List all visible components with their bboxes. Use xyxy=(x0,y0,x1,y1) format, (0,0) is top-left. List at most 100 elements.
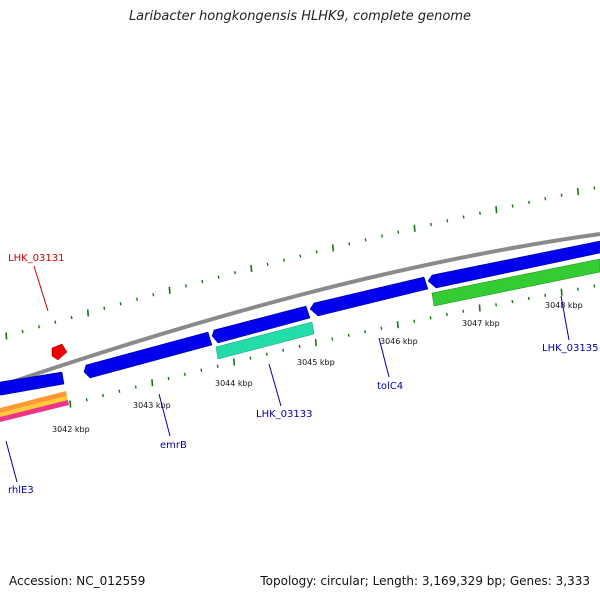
forward-gene-2[interactable] xyxy=(211,305,311,344)
inner-ring-tick xyxy=(200,368,203,372)
inner-ring-tick xyxy=(167,376,170,381)
inner-ring-tick xyxy=(118,389,121,393)
inner-ring-tick xyxy=(396,321,399,329)
leader-line-lhk-03135 xyxy=(560,295,570,341)
genome-backbone xyxy=(0,232,600,388)
genome-summary: Topology: circular; Length: 3,169,329 bp… xyxy=(260,574,590,588)
outer-ring-tick xyxy=(266,262,269,266)
outer-ring-tick xyxy=(430,222,432,227)
outer-ring-tick xyxy=(217,275,220,279)
outer-ring-tick xyxy=(86,309,90,317)
inner-ring-tick xyxy=(183,372,186,377)
leader-line-emrb xyxy=(158,393,171,437)
gene-band-rhle3-pink[interactable] xyxy=(0,400,69,422)
inner-ring-tick xyxy=(233,358,236,366)
outer-ring-tick xyxy=(70,315,73,320)
gene-label-lhk-03133[interactable]: LHK_03133 xyxy=(256,409,312,420)
inner-ring-tick xyxy=(85,398,88,402)
inner-ring-tick xyxy=(511,299,514,304)
leader-line-tolc4 xyxy=(378,337,390,378)
outer-ring-tick xyxy=(479,211,481,215)
outer-ring-tick xyxy=(201,279,204,284)
outer-ring-tick xyxy=(119,302,122,306)
outer-ring-tick xyxy=(331,244,335,252)
outer-ring-tick xyxy=(54,320,57,324)
inner-ring-tick xyxy=(331,337,334,341)
inner-ring-tick xyxy=(151,379,154,387)
kbp-label-3042: 3042 kbp xyxy=(52,425,90,434)
kbp-label-3044: 3044 kbp xyxy=(215,379,253,388)
forward-gene-1[interactable] xyxy=(0,371,65,396)
outer-ring-tick xyxy=(593,186,596,190)
forward-gene-emrb[interactable] xyxy=(83,331,213,379)
inner-ring-tick xyxy=(134,385,137,389)
kbp-label-3048: 3048 kbp xyxy=(545,301,583,310)
gene-label-tolc4[interactable]: tolC4 xyxy=(377,381,403,392)
gene-band-rhle3-yellow[interactable] xyxy=(0,396,68,417)
outer-ring-tick xyxy=(364,238,367,242)
inner-ring-tick xyxy=(314,339,317,347)
inner-ring-tick xyxy=(413,319,416,323)
outer-ring-tick xyxy=(495,206,498,214)
inner-ring-tick xyxy=(527,296,530,301)
inner-tick-ring xyxy=(69,284,596,408)
outer-ring-tick xyxy=(103,306,106,310)
reverse-gene-lhk-03133[interactable] xyxy=(215,321,315,360)
outer-ring-tick xyxy=(528,200,530,205)
kbp-label-3045: 3045 kbp xyxy=(297,358,335,367)
inner-ring-tick xyxy=(478,304,481,312)
outer-ring-tick xyxy=(446,219,449,223)
outer-ring-tick xyxy=(560,193,563,197)
leader-line-rhle3 xyxy=(5,440,18,483)
gene-label-lhk-03135[interactable]: LHK_03135 xyxy=(542,343,598,354)
outer-ring-tick xyxy=(21,329,24,334)
forward-gene-3[interactable] xyxy=(427,240,600,289)
gene-label-rhle3[interactable]: rhlE3 xyxy=(8,485,34,496)
outer-ring-tick xyxy=(168,286,171,294)
inner-ring-tick xyxy=(216,364,219,368)
outer-ring-tick xyxy=(397,230,400,234)
kbp-label-3043: 3043 kbp xyxy=(133,401,171,410)
outer-ring-tick xyxy=(234,271,236,275)
inner-ring-tick xyxy=(102,393,104,398)
gene-label-lhk-03131[interactable]: LHK_03131 xyxy=(8,253,64,264)
inner-ring-tick xyxy=(249,356,252,360)
inner-ring-tick xyxy=(462,309,465,313)
outer-ring-tick xyxy=(348,242,351,246)
inner-ring-tick xyxy=(576,287,579,291)
genome-title: Laribacter hongkongensis HLHK9, complete… xyxy=(128,9,472,24)
inner-ring-tick xyxy=(380,326,383,330)
accession-label: Accession: NC_012559 xyxy=(9,574,146,588)
leader-line-lhk-03133 xyxy=(268,363,282,407)
inner-ring-tick xyxy=(364,330,367,334)
outer-tick-ring xyxy=(5,186,596,340)
inner-ring-tick xyxy=(429,316,432,320)
outer-ring-tick xyxy=(315,250,318,254)
outer-ring-tick xyxy=(5,332,8,340)
outer-ring-tick xyxy=(136,297,138,301)
outer-ring-tick xyxy=(299,254,302,258)
outer-ring-tick xyxy=(413,224,416,232)
reverse-gene-lhk-03135[interactable] xyxy=(431,258,600,307)
inner-ring-tick xyxy=(495,303,498,307)
inner-ring-tick xyxy=(347,333,350,337)
outer-ring-tick xyxy=(462,215,465,219)
gene-band-rhle3-orange[interactable] xyxy=(0,391,67,413)
outer-ring-tick xyxy=(250,264,253,273)
inner-ring-tick xyxy=(282,348,285,352)
rna-feature-lhk-03131[interactable] xyxy=(51,343,68,361)
outer-ring-tick xyxy=(152,293,155,297)
outer-ring-tick xyxy=(544,197,547,201)
kbp-label-3047: 3047 kbp xyxy=(462,319,500,328)
forward-gene-tolc4[interactable] xyxy=(309,276,429,317)
inner-ring-tick xyxy=(298,344,301,349)
outer-ring-tick xyxy=(576,188,580,196)
outer-ring-tick xyxy=(185,284,187,288)
inner-ring-tick xyxy=(445,312,448,317)
gene-label-emrb[interactable]: emrB xyxy=(160,440,187,451)
outer-ring-tick xyxy=(283,258,285,262)
outer-ring-tick xyxy=(381,234,383,238)
inner-ring-tick xyxy=(544,293,547,297)
